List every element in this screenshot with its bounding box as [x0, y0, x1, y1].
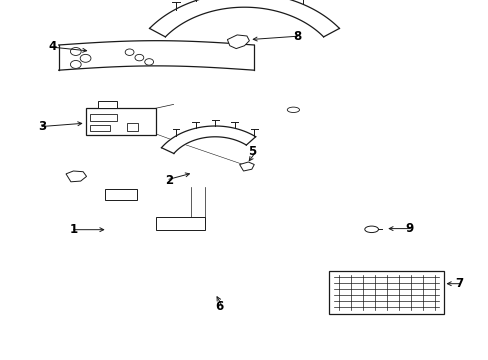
- FancyBboxPatch shape: [328, 271, 443, 314]
- Circle shape: [135, 54, 143, 61]
- Polygon shape: [149, 0, 339, 37]
- Text: 8: 8: [293, 30, 301, 42]
- Circle shape: [70, 60, 81, 68]
- Text: 4: 4: [48, 40, 56, 53]
- Text: 2: 2: [165, 174, 173, 186]
- Polygon shape: [239, 162, 254, 171]
- Circle shape: [144, 59, 153, 65]
- Text: 9: 9: [405, 222, 413, 235]
- Circle shape: [70, 48, 81, 55]
- Bar: [90, 114, 117, 121]
- Text: 5: 5: [248, 145, 256, 158]
- Bar: [156, 217, 205, 230]
- Bar: [90, 125, 110, 131]
- Polygon shape: [59, 41, 254, 70]
- Text: 6: 6: [215, 300, 223, 313]
- Ellipse shape: [364, 226, 378, 233]
- Circle shape: [80, 54, 91, 62]
- Polygon shape: [161, 126, 255, 153]
- Bar: [127, 123, 138, 131]
- Bar: [85, 108, 156, 135]
- Polygon shape: [227, 35, 249, 49]
- Bar: [98, 101, 117, 108]
- Bar: [105, 189, 137, 200]
- Text: 1: 1: [70, 223, 78, 236]
- Text: 7: 7: [455, 277, 463, 290]
- Polygon shape: [66, 171, 86, 182]
- Ellipse shape: [287, 107, 299, 112]
- Text: 3: 3: [38, 120, 46, 133]
- Circle shape: [125, 49, 134, 55]
